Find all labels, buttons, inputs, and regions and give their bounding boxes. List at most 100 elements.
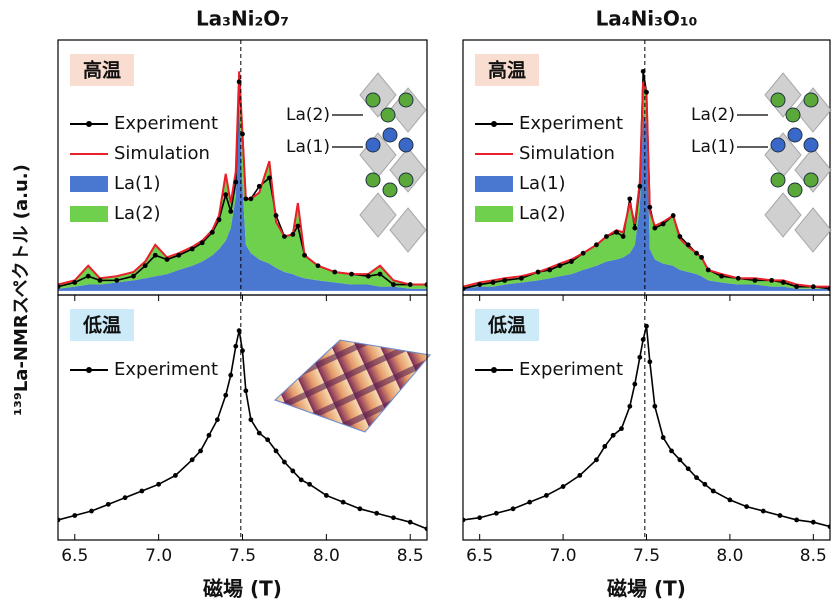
x-tick-label: 7.5 [229,546,256,566]
point [811,520,816,525]
point [661,435,666,440]
legend-label: Experiment [519,359,623,380]
point [408,520,413,525]
point [243,196,248,201]
point [619,426,624,431]
point [761,509,766,514]
point [519,276,524,281]
x-tick-label: 7.0 [145,546,172,566]
legend-label: Simulation [519,143,615,164]
point [282,460,287,465]
point [106,502,111,507]
point [299,477,304,482]
point [391,515,396,520]
point [408,282,413,287]
point [494,511,499,516]
point [302,253,307,258]
point [611,433,616,438]
point [176,253,181,258]
point [604,234,609,239]
line [463,326,830,526]
legend-label: La(1) [519,173,566,194]
legend-label: La(2) [114,203,161,224]
point [547,268,552,273]
point [753,278,758,283]
legend-label: La(1) [114,173,161,194]
temperature-label: 低温 [487,314,526,337]
atom [381,108,395,122]
y-axis-label: ¹³⁹La-NMRスペクトル (a.u.) [11,164,32,416]
point [728,498,733,503]
point [143,263,148,268]
point [265,437,270,442]
legend-label: Experiment [114,113,218,134]
point [200,240,205,245]
point [257,184,262,189]
point [332,270,337,275]
point [190,247,195,252]
point [647,205,652,210]
point [491,280,496,285]
point [699,255,704,260]
point [243,388,248,393]
point [594,242,599,247]
x-tick-label: 8.0 [716,546,743,566]
point [569,259,574,264]
point [248,417,253,422]
point [581,251,586,256]
point [557,263,562,268]
legend-label: La(2) [519,203,566,224]
atom [366,93,380,107]
point [671,213,676,218]
point [627,196,632,201]
point [621,234,626,239]
point [694,475,699,480]
legend-marker [491,367,497,373]
point [198,449,203,454]
point [794,284,799,289]
point [233,344,238,349]
point [114,278,119,283]
figure: ¹³⁹La-NMRスペクトル (a.u.) 高温La₃Ni₂O₇Experime… [0,0,832,608]
point [711,489,716,494]
point [223,393,228,398]
point [677,457,682,462]
legend-marker [86,121,92,127]
x-tick-label: 7.0 [550,546,577,566]
surface-inset [275,340,430,432]
point [637,355,642,360]
point [366,274,371,279]
atom [788,128,802,142]
point [736,276,741,281]
x-tick-label: 8.5 [800,546,827,566]
atom [788,183,802,197]
x-tick-label: 8.0 [313,546,340,566]
plot-area [461,324,832,529]
point [614,230,619,235]
point [173,473,178,478]
point [228,373,233,378]
point [577,473,582,478]
legend-label: Simulation [114,143,210,164]
x-tick-label: 6.5 [466,546,493,566]
point [98,278,103,283]
point [632,382,637,387]
point [694,251,699,256]
point [702,482,707,487]
point [156,482,161,487]
point [594,457,599,462]
point [139,489,144,494]
legend-label: Experiment [519,113,623,134]
column-title: La₄Ni₃O₁₀ [596,7,698,31]
legend-swatch [70,176,108,192]
point [744,504,749,509]
inset-label: La(1) [286,137,330,157]
point [358,506,363,511]
point [123,495,128,500]
atom [771,173,785,187]
point [627,404,632,409]
point [706,268,711,273]
point [647,359,652,364]
inset-label: La(1) [691,137,735,157]
atom [399,93,413,107]
